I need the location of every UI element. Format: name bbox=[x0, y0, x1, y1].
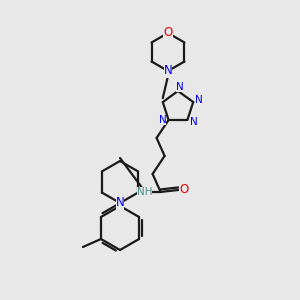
Text: N: N bbox=[176, 82, 184, 92]
Text: NH: NH bbox=[137, 187, 152, 197]
Text: N: N bbox=[164, 64, 172, 77]
Text: O: O bbox=[164, 26, 172, 40]
Text: O: O bbox=[179, 183, 188, 196]
Text: N: N bbox=[190, 117, 197, 127]
Text: N: N bbox=[195, 95, 203, 105]
Text: N: N bbox=[116, 196, 124, 209]
Text: N: N bbox=[159, 115, 167, 125]
